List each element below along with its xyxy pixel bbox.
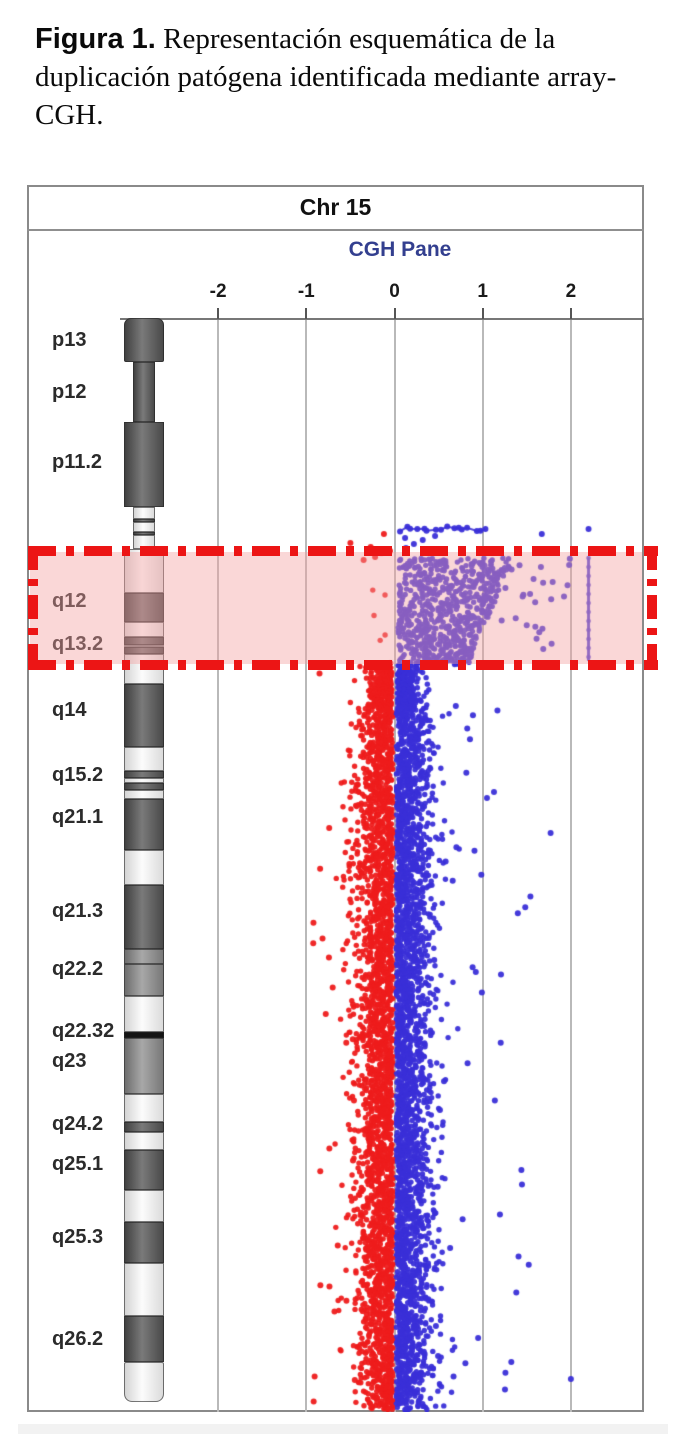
x-tick-mark — [217, 308, 220, 319]
x-tick-mark — [569, 308, 572, 319]
x-tick-label: 2 — [565, 281, 577, 302]
x-tick-mark — [305, 308, 308, 319]
highlight-border-bottom — [28, 660, 658, 670]
highlight-border-left — [28, 546, 38, 670]
x-tick-label: 0 — [389, 281, 400, 302]
x-tick-label: 1 — [477, 281, 488, 302]
pane-title: CGH Pane — [348, 238, 452, 261]
highlight-border-top — [28, 546, 658, 556]
x-tick-label: -1 — [297, 281, 315, 302]
chart-title: Chr 15 — [27, 185, 644, 231]
x-tick-label: -2 — [209, 281, 227, 302]
caption-text: Representación esquemática de la duplicac… — [35, 23, 617, 131]
caption-label: Figura 1. — [35, 23, 156, 55]
highlight-border-right — [647, 546, 657, 670]
figure-caption: Figura 1. Representación esquemática de … — [35, 20, 635, 134]
bottom-edge-shadow — [18, 1424, 668, 1434]
duplication-highlight-fill — [30, 552, 642, 664]
x-tick-mark — [481, 308, 484, 319]
x-tick-mark — [393, 308, 396, 319]
x-axis-line — [120, 318, 644, 320]
cgh-scatter-plot — [28, 320, 644, 1412]
